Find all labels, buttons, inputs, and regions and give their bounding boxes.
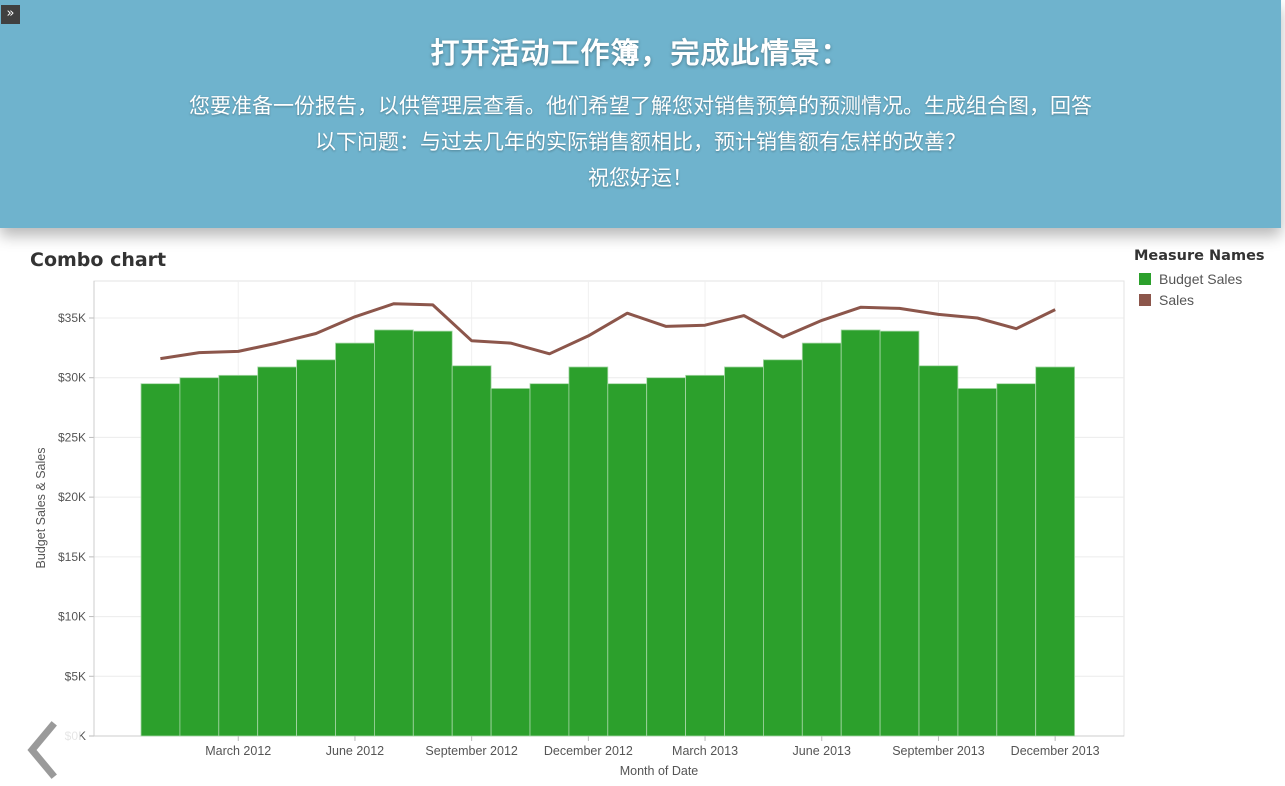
y-tick-label: $10K [58, 610, 86, 624]
bar-budget-sales [568, 366, 609, 737]
bar-budget-sales [373, 329, 414, 737]
legend-item-budget-sales[interactable]: Budget Sales [1134, 268, 1265, 289]
bar-budget-sales [529, 383, 570, 737]
banner-title: 打开活动工作簿，完成此情景： [430, 36, 851, 70]
chevron-left-icon [27, 721, 57, 779]
x-tick-label: June 2012 [326, 744, 384, 758]
bar-budget-sales [335, 342, 375, 737]
y-tick-label: $5K [65, 669, 86, 683]
y-tick-label: $20K [58, 490, 86, 504]
legend-swatch [1139, 272, 1151, 285]
y-tick-label: $25K [58, 430, 86, 444]
bar-budget-sales [840, 329, 881, 737]
bar-budget-sales [646, 377, 687, 737]
bar-budget-sales [218, 374, 259, 737]
bar-budget-sales [724, 366, 764, 737]
bar-budget-sales [801, 342, 842, 737]
scenario-banner: » 打开活动工作簿，完成此情景： 您要准备一份报告，以供管理层查看。他们希望了解… [0, 0, 1281, 228]
expand-icon[interactable]: » [1, 5, 20, 24]
bar-budget-sales [918, 365, 959, 737]
x-tick-label: December 2012 [544, 744, 633, 758]
bar-budget-sales [257, 366, 298, 737]
bar-budget-sales [957, 388, 998, 737]
x-tick-label: December 2013 [1011, 744, 1100, 758]
legend-label: Budget Sales [1159, 270, 1243, 287]
banner-line: 祝您好运！ [588, 166, 693, 190]
bar-budget-sales [879, 330, 920, 737]
x-tick-label: March 2012 [205, 744, 271, 758]
legend: Measure Names Budget Sales Sales [1134, 248, 1265, 310]
x-tick-label: September 2013 [892, 744, 984, 758]
banner-body: 您要准备一份报告，以供管理层查看。他们希望了解您对销售预算的预测情况。生成组合图… [80, 88, 1201, 196]
bar-budget-sales [490, 388, 531, 737]
x-tick-label: September 2012 [425, 744, 517, 758]
bar-budget-sales [763, 359, 803, 737]
legend-label: Sales [1159, 291, 1195, 308]
bar-budget-sales [140, 383, 181, 737]
y-axis-title: Budget Sales & Sales [34, 448, 48, 569]
x-axis-title: Month of Date [620, 764, 699, 778]
bar-budget-sales [179, 377, 220, 737]
bar-budget-sales [607, 383, 648, 737]
legend-swatch [1139, 293, 1151, 306]
bar-budget-sales [996, 383, 1037, 737]
y-tick-label: $35K [58, 311, 86, 325]
chart-title: Combo chart [30, 249, 167, 271]
legend-title: Measure Names [1134, 248, 1265, 264]
y-tick-label: $15K [58, 550, 86, 564]
legend-item-sales[interactable]: Sales [1134, 289, 1265, 310]
bar-budget-sales [451, 365, 492, 737]
bar-budget-sales [412, 330, 453, 737]
bar-budget-sales [685, 374, 725, 737]
y-tick-label: $30K [58, 371, 86, 385]
banner-line: 您要准备一份报告，以供管理层查看。他们希望了解您对销售预算的预测情况。生成组合图… [189, 94, 1092, 118]
back-button[interactable] [0, 712, 80, 781]
bar-budget-sales [1035, 366, 1075, 737]
x-tick-label: June 2013 [793, 744, 851, 758]
line-sales [160, 302, 1056, 361]
banner-line: 以下问题：与过去几年的实际销售额相比，预计销售额有怎样的改善？ [315, 130, 966, 154]
bar-budget-sales [296, 359, 336, 737]
x-tick-label: March 2013 [672, 744, 738, 758]
